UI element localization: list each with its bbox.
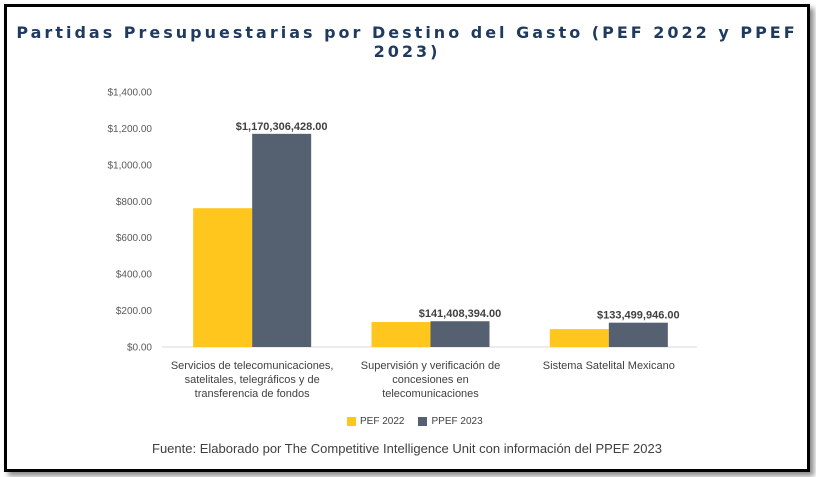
bar-ppef-2023 xyxy=(252,133,312,347)
x-category-label: transferencia de fondos xyxy=(195,388,310,400)
data-label: $1,170,306,428.00 xyxy=(236,121,328,133)
y-tick-label: $400.00 xyxy=(116,270,153,281)
legend-label-ppef-2023: PPEF 2023 xyxy=(431,416,483,427)
data-label: $141,408,394.00 xyxy=(419,308,502,320)
bar-chart: $0.00 $200.00 $400.00 $600.00 $800.00 $1,000.… xyxy=(108,88,697,400)
bar-pef-2022 xyxy=(193,208,253,347)
bar-ppef-2023 xyxy=(608,322,668,347)
chart-legend: PEF 2022 PPEF 2023 xyxy=(347,416,483,427)
legend-item-pef-2022: PEF 2022 xyxy=(347,416,404,427)
data-label: $133,499,946.00 xyxy=(597,310,680,322)
legend-swatch-pef-2022 xyxy=(347,417,356,426)
x-category-label: Sistema Satelital Mexicano xyxy=(543,360,675,372)
chart-title: Partidas Presupuestarias por Destino del… xyxy=(16,23,798,61)
legend-label-pef-2022: PEF 2022 xyxy=(360,416,405,427)
source-note: Fuente: Elaborado por The Competitive In… xyxy=(152,441,662,456)
y-tick-label: $600.00 xyxy=(116,233,153,244)
y-tick-label: $0.00 xyxy=(127,343,152,354)
y-tick-label: $1,400.00 xyxy=(108,88,153,99)
y-tick-label: $800.00 xyxy=(116,197,153,208)
x-category-label: Servicios de telecomunicaciones, xyxy=(171,360,334,372)
legend-swatch-ppef-2023 xyxy=(418,417,428,426)
chart-frame: Partidas Presupuestarias por Destino del… xyxy=(4,4,810,472)
bar-pef-2022 xyxy=(371,322,431,347)
x-category-label: satelitales, telegráficos y de xyxy=(185,374,320,386)
legend-item-ppef-2023: PPEF 2023 xyxy=(418,416,483,427)
x-category-label: telecomunicaciones xyxy=(382,388,479,400)
y-tick-label: $200.00 xyxy=(116,306,153,317)
bar-pef-2022 xyxy=(549,329,609,347)
x-category-label: Supervisión y verificación de xyxy=(361,360,500,372)
y-tick-label: $1,200.00 xyxy=(108,124,153,135)
x-category-label: concesiones en xyxy=(392,374,468,386)
bar-ppef-2023 xyxy=(430,321,490,347)
y-tick-label: $1,000.00 xyxy=(108,160,153,171)
